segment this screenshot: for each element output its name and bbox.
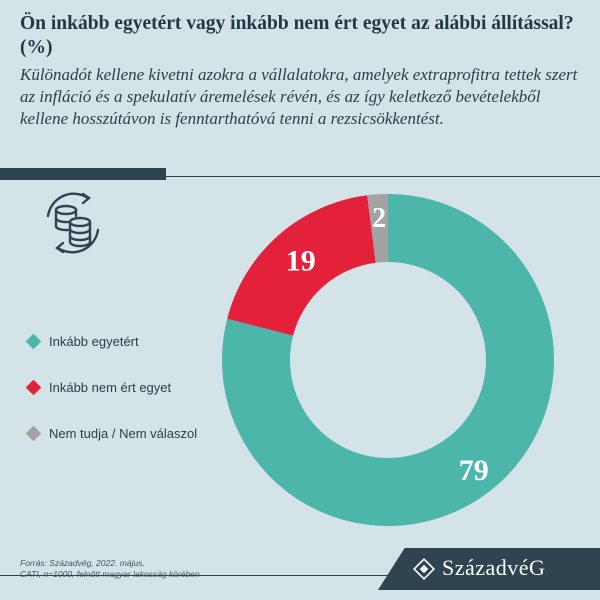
source-line: Forrás: Századvég, 2022. május,	[20, 558, 145, 568]
brand-diamond-icon	[412, 557, 436, 581]
legend-item: Inkább egyetért	[25, 330, 197, 352]
coins-cycle-icon	[46, 192, 100, 254]
source-line: CATI, n=1000, felnőtt magyar lakosság kö…	[20, 569, 200, 579]
donut-slice	[367, 194, 388, 263]
data-label: 2	[372, 203, 386, 234]
data-label: 79	[459, 454, 489, 487]
chart-title: Ön inkább egyetért vagy inkább nem ért e…	[20, 13, 574, 58]
source-note: Forrás: Századvég, 2022. május, CATI, n=…	[20, 558, 200, 580]
header-divider-line	[160, 176, 600, 177]
footer-divider-line	[0, 575, 390, 576]
legend-marker-diamond	[25, 425, 42, 441]
legend-label: Inkább egyetért	[49, 333, 139, 349]
legend-marker-diamond	[25, 333, 42, 349]
donut-slice	[227, 195, 376, 336]
donut-slice	[222, 194, 555, 526]
brand-name: SzázadvéG	[442, 555, 546, 580]
chart-subtitle: Különadót kellene kivetni azokra a válla…	[20, 65, 578, 128]
legend-marker-diamond	[25, 379, 42, 395]
legend-label: Nem tudja / Nem válaszol	[49, 425, 198, 441]
data-label: 19	[286, 244, 316, 277]
legend-item: Nem tudja / Nem válaszol	[25, 422, 198, 444]
header-divider-bar	[0, 168, 166, 180]
legend-label: Inkább nem ért egyet	[49, 379, 172, 395]
legend-item: Inkább nem ért egyet	[25, 376, 197, 398]
chart-legend: Inkább egyetért Inkább nem ért egyet Nem…	[25, 330, 198, 468]
